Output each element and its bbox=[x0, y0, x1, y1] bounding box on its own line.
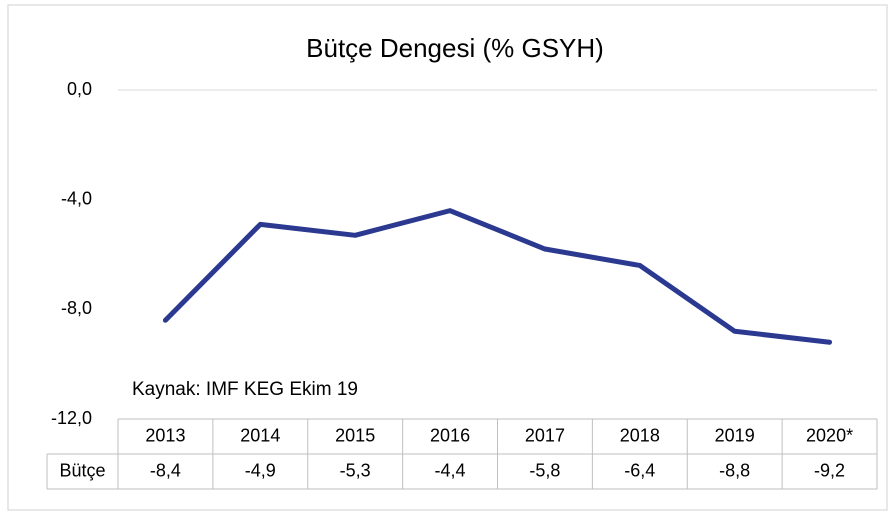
y-tick-label: -8,0 bbox=[61, 298, 92, 318]
x-tick-label: 2017 bbox=[525, 425, 565, 445]
annotation: Kaynak: IMF KEG Ekim 19 bbox=[132, 379, 358, 400]
x-tick-label: 2020* bbox=[806, 425, 853, 445]
legend-label: Bütçe bbox=[59, 460, 105, 480]
y-tick-label: 0,0 bbox=[67, 79, 92, 99]
data-label: -9,2 bbox=[814, 460, 845, 480]
x-tick-label: 2019 bbox=[715, 425, 755, 445]
data-label: -5,8 bbox=[529, 460, 560, 480]
data-label: -8,4 bbox=[150, 460, 181, 480]
x-tick-label: 2013 bbox=[145, 425, 185, 445]
data-label: -4,9 bbox=[245, 460, 276, 480]
chart-title: Bütçe Dengesi (% GSYH) bbox=[306, 33, 604, 63]
data-label: -6,4 bbox=[624, 460, 655, 480]
y-tick-label: -4,0 bbox=[61, 188, 92, 208]
line bbox=[162, 208, 833, 345]
x-tick-label: 2014 bbox=[240, 425, 280, 445]
data-label: -4,4 bbox=[435, 460, 466, 480]
chart-border bbox=[7, 4, 888, 511]
x-tick-label: 2018 bbox=[620, 425, 660, 445]
data-label: -8,8 bbox=[719, 460, 750, 480]
data-label: -5,3 bbox=[340, 460, 371, 480]
x-tick-label: 2016 bbox=[430, 425, 470, 445]
y-tick-label: -12,0 bbox=[51, 408, 92, 428]
x-tick-label: 2015 bbox=[335, 425, 375, 445]
